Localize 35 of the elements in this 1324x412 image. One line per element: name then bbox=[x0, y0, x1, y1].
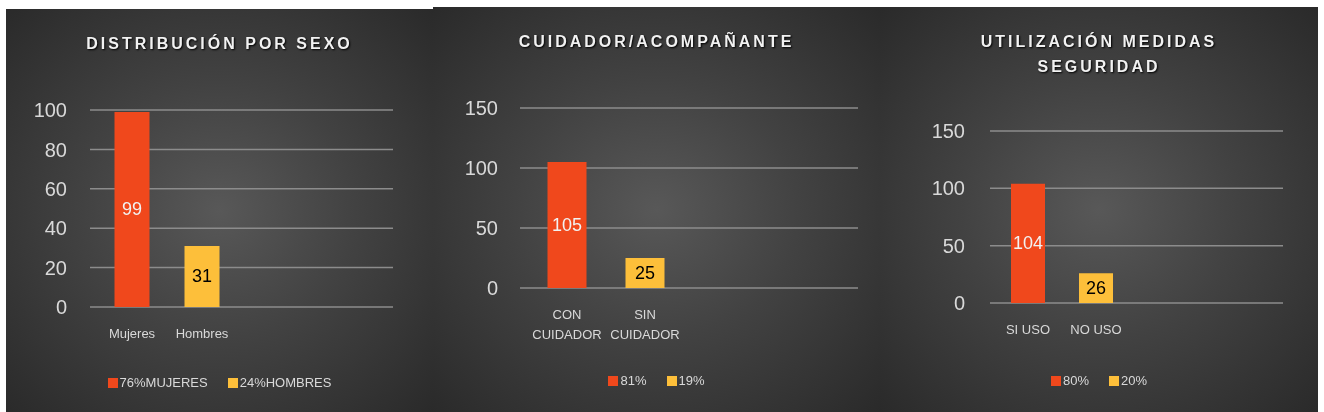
x-tick-label: NO USO bbox=[1070, 322, 1122, 338]
legend-label: 80% bbox=[1062, 373, 1089, 389]
data-label: 104 bbox=[1012, 233, 1044, 254]
data-label: 26 bbox=[1085, 278, 1107, 299]
chart-title: UTILIZACIÓN MEDIDAS SEGURIDAD bbox=[980, 33, 1218, 75]
x-tick-label: Mujeres bbox=[108, 326, 156, 342]
legend-label: 24%HOMBRES bbox=[239, 375, 332, 391]
y-tick-label: 80 bbox=[44, 138, 67, 161]
y-tick-label: 100 bbox=[464, 157, 498, 180]
x-tick-label: Hombres bbox=[175, 326, 229, 342]
y-tick-label: 150 bbox=[931, 120, 965, 143]
y-tick-label: 0 bbox=[953, 292, 965, 315]
y-tick-label: 50 bbox=[475, 217, 498, 240]
legend-label: 76%MUJERES bbox=[119, 375, 208, 391]
data-label: 25 bbox=[634, 263, 656, 283]
y-tick-label: 20 bbox=[44, 256, 67, 279]
x-tick-label: SI USO bbox=[1005, 322, 1051, 338]
y-tick-label: 50 bbox=[942, 234, 965, 257]
y-tick-label: 100 bbox=[931, 177, 965, 200]
data-label: 31 bbox=[191, 266, 213, 287]
chart-title: CUIDADOR/ACOMPAÑANTE bbox=[518, 33, 795, 50]
data-label: 105 bbox=[551, 215, 583, 235]
y-tick-label: 150 bbox=[464, 97, 498, 120]
y-tick-label: 0 bbox=[55, 296, 67, 319]
legend-label: 81% bbox=[620, 373, 647, 389]
y-tick-label: 60 bbox=[44, 177, 67, 200]
x-tick-label: CON CUIDADOR bbox=[532, 307, 602, 342]
y-tick-label: 100 bbox=[33, 99, 67, 122]
chart-title: DISTRIBUCIÓN POR SEXO bbox=[86, 35, 353, 52]
x-tick-label: SIN CUIDADOR bbox=[610, 307, 680, 342]
data-label: 99 bbox=[121, 199, 143, 220]
legend-label: 20% bbox=[1121, 373, 1148, 389]
y-tick-label: 0 bbox=[486, 277, 498, 300]
y-tick-label: 40 bbox=[44, 217, 67, 240]
legend-label: 19% bbox=[678, 373, 705, 389]
